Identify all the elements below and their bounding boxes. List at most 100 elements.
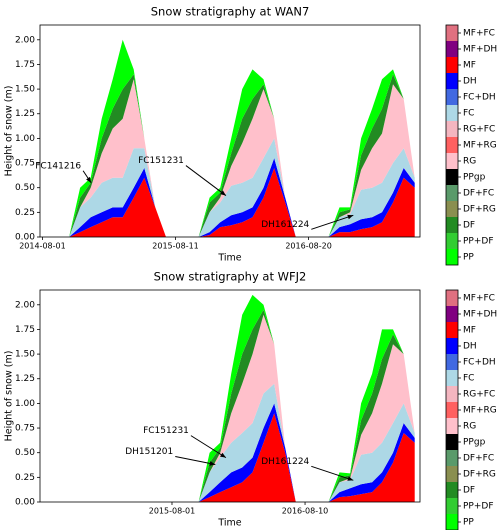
y-tick-label: 0.50 — [15, 183, 35, 193]
legend-label: DF+RG — [463, 205, 496, 215]
legend-label: FC — [463, 109, 474, 119]
legend-swatch — [446, 466, 458, 482]
y-tick-label: 2.00 — [15, 300, 35, 310]
annotation-text: FC141216 — [35, 161, 81, 171]
legend-swatch — [446, 201, 458, 217]
annotation-text: DH161224 — [261, 457, 309, 467]
x-tick-label: 2016-08-10 — [282, 507, 329, 516]
y-axis-label: Height of snow (m) — [4, 86, 15, 177]
arrow-head — [219, 452, 226, 458]
legend-label: MF+RG — [463, 406, 497, 416]
legend-label: RG — [463, 157, 476, 167]
legend-swatch — [446, 233, 458, 249]
legend-label: MF+DH — [463, 310, 497, 320]
annotation-text: DH151201 — [125, 447, 173, 457]
x-tick-label: 2014-08-01 — [19, 242, 66, 251]
legend-swatch — [446, 338, 458, 354]
legend-label: DF — [463, 221, 475, 231]
layer-area — [69, 168, 415, 237]
legend-swatch — [446, 386, 458, 402]
legend-label: PP — [463, 518, 474, 528]
legend-label: MF+FC — [463, 294, 495, 304]
legend-swatch — [446, 89, 458, 105]
annotation-text: DH161224 — [261, 220, 309, 230]
y-tick-label: 0.75 — [15, 159, 35, 169]
legend-swatch — [446, 306, 458, 322]
legend-label: MF+DH — [463, 45, 497, 55]
arrow-head — [347, 476, 354, 481]
layer-area — [198, 314, 415, 502]
plot-frame — [39, 24, 421, 238]
x-tick-label: 2015-08-01 — [149, 507, 196, 516]
x-tick-label: 2015-08-11 — [152, 242, 199, 251]
legend-swatch — [446, 370, 458, 386]
layer-area — [69, 138, 415, 237]
legend-label: PP — [463, 253, 474, 263]
arrow-head — [209, 461, 216, 466]
legend-frame — [445, 24, 459, 266]
legend-swatch — [446, 402, 458, 418]
y-tick-label: 0.50 — [15, 448, 35, 458]
legend-swatch — [446, 121, 458, 137]
legend-label: FC — [463, 374, 474, 384]
legend-swatch — [446, 482, 458, 498]
y-tick-label: 0.25 — [15, 208, 35, 218]
plot-frame — [39, 289, 421, 503]
layer-area — [198, 309, 415, 502]
legend-label: DF — [463, 486, 475, 496]
y-tick-label: 1.50 — [15, 85, 35, 95]
legend-label: PP+DF — [463, 502, 494, 512]
y-tick-label: 1.00 — [15, 134, 35, 144]
annotation-arrow — [311, 214, 354, 230]
legend-swatch — [446, 434, 458, 450]
legend-swatch — [446, 137, 458, 153]
legend-swatch — [446, 185, 458, 201]
legend-swatch — [446, 105, 458, 121]
legend-swatch — [446, 73, 458, 89]
legend-swatch — [446, 418, 458, 434]
legend-label: DH — [463, 77, 477, 87]
y-tick-label: 1.75 — [15, 325, 35, 335]
chart-title: Snow stratigraphy at WAN7 — [151, 5, 310, 19]
y-tick-label: 1.25 — [15, 374, 35, 384]
legend-label: DF+FC — [463, 454, 494, 464]
arrow-head — [220, 190, 226, 196]
legend-label: RG+FC — [463, 125, 495, 135]
legend-label: MF — [463, 61, 476, 71]
y-tick-label: 1.50 — [15, 350, 35, 360]
legend-swatch — [446, 57, 458, 73]
annotation-arrow — [175, 456, 216, 466]
legend-swatch — [446, 25, 458, 41]
y-tick-label: 1.25 — [15, 109, 35, 119]
layer-area — [198, 413, 415, 502]
legend-label: MF+FC — [463, 29, 495, 39]
chart-title: Snow stratigraphy at WFJ2 — [154, 270, 307, 284]
legend-swatch — [446, 41, 458, 57]
legend-swatch — [446, 217, 458, 233]
legend-label: MF+RG — [463, 141, 497, 151]
legend-swatch — [446, 153, 458, 169]
legend-label: MF — [463, 326, 476, 336]
annotation-arrow — [311, 465, 354, 481]
arrow-head — [86, 176, 92, 183]
annotation-arrow — [190, 435, 227, 459]
y-tick-label: 1.00 — [15, 399, 35, 409]
legend-swatch — [446, 322, 458, 338]
legend-swatch — [446, 290, 458, 306]
legend-frame — [445, 289, 459, 530]
legend-swatch — [446, 354, 458, 370]
legend-label: DF+FC — [463, 189, 494, 199]
x-axis-label: Time — [217, 253, 241, 264]
legend-label: FC+DH — [463, 93, 496, 103]
legend-label: RG+FC — [463, 390, 495, 400]
legend-swatch — [446, 514, 458, 530]
legend-label: PP+DF — [463, 237, 494, 247]
annotation-text: FC151231 — [138, 156, 184, 166]
legend-label: PPgp — [463, 173, 486, 183]
legend-label: FC+DH — [463, 358, 496, 368]
y-axis-label: Height of snow (m) — [4, 351, 15, 442]
legend-swatch — [446, 498, 458, 514]
layer-area — [198, 383, 415, 502]
y-tick-label: 0.00 — [15, 233, 35, 243]
